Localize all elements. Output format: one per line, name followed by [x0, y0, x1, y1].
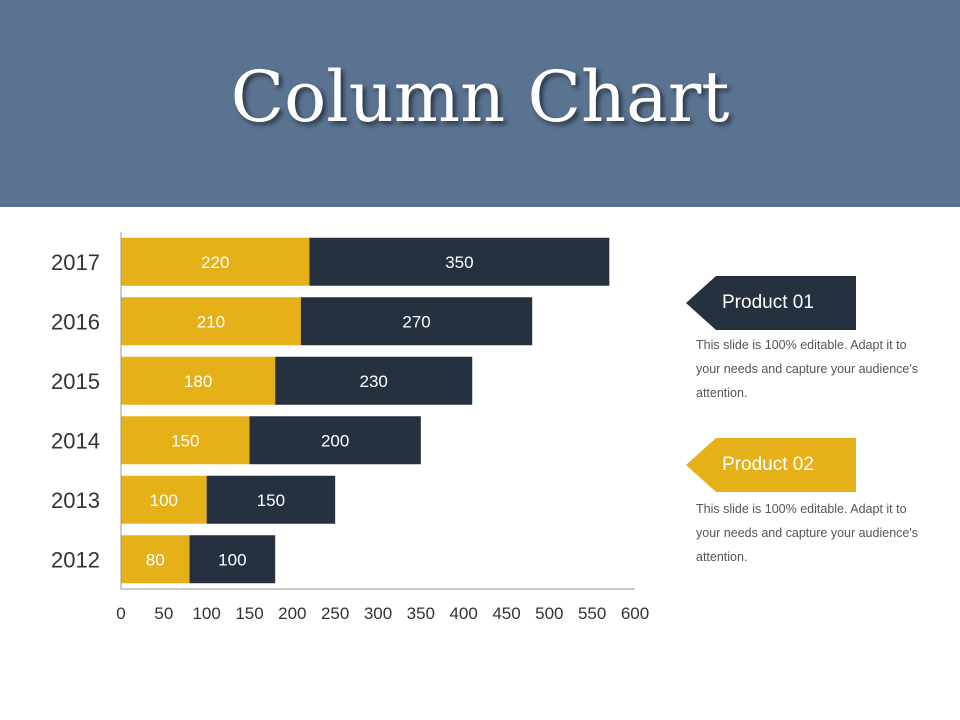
data-label-2014-series-2: 200 — [321, 431, 349, 450]
data-label-2016-series-2: 270 — [402, 312, 430, 331]
x-tick-label-150: 150 — [235, 604, 263, 623]
x-tick-label-300: 300 — [364, 604, 392, 623]
bar-2014-series-1 — [121, 416, 250, 465]
product-02-callout: Product 02 — [686, 438, 856, 492]
bar-2016-series-1 — [121, 297, 301, 346]
data-label-2015-series-2: 230 — [360, 372, 388, 391]
bar-2012-series-1 — [121, 535, 190, 584]
data-label-2012-series-2: 100 — [218, 550, 246, 569]
bar-2016-series-2 — [300, 297, 533, 346]
slide-title: Column Chart — [230, 56, 730, 138]
product-01-description: This slide is 100% editable. Adapt it to… — [696, 338, 918, 400]
category-label-2014: 2014 — [51, 428, 100, 453]
category-label-2012: 2012 — [51, 547, 100, 572]
data-label-2014-series-1: 150 — [171, 431, 199, 450]
product-02-description: This slide is 100% editable. Adapt it to… — [696, 502, 918, 564]
data-label-2012-series-1: 80 — [146, 550, 165, 569]
bar-2015-series-1 — [121, 356, 276, 405]
product-02-label: Product 02 — [722, 454, 814, 475]
data-label-2016-series-1: 210 — [197, 312, 225, 331]
category-label-2015: 2015 — [51, 369, 100, 394]
bar-2013-series-2 — [206, 475, 336, 524]
x-tick-label-600: 600 — [621, 604, 649, 623]
x-tick-label-50: 50 — [154, 604, 173, 623]
x-tick-label-450: 450 — [492, 604, 520, 623]
category-label-2013: 2013 — [51, 488, 100, 513]
x-tick-label-550: 550 — [578, 604, 606, 623]
data-label-2013-series-1: 100 — [150, 491, 178, 510]
bar-2017-series-2 — [309, 237, 610, 286]
bar-2015-series-2 — [275, 356, 473, 405]
data-label-2015-series-1: 180 — [184, 372, 212, 391]
x-tick-label-400: 400 — [449, 604, 477, 623]
data-label-2017-series-2: 350 — [445, 253, 473, 272]
product-01-label: Product 01 — [722, 292, 814, 313]
bar-2013-series-1 — [121, 475, 207, 524]
data-label-2017-series-1: 220 — [201, 253, 229, 272]
left-arrow-icon — [686, 276, 856, 330]
bar-2014-series-2 — [249, 416, 421, 465]
x-tick-label-100: 100 — [192, 604, 220, 623]
category-label-2016: 2016 — [51, 309, 100, 334]
product-01-callout: Product 01 — [686, 276, 856, 330]
x-tick-label-350: 350 — [407, 604, 435, 623]
bar-2017-series-1 — [121, 237, 310, 286]
x-tick-label-200: 200 — [278, 604, 306, 623]
left-arrow-icon — [686, 438, 856, 492]
x-tick-label-250: 250 — [321, 604, 349, 623]
category-label-2017: 2017 — [51, 250, 100, 275]
bar-2012-series-2 — [189, 535, 276, 584]
x-tick-label-0: 0 — [116, 604, 125, 623]
x-tick-label-500: 500 — [535, 604, 563, 623]
title-banner: Column Chart — [0, 0, 960, 207]
data-label-2013-series-2: 150 — [257, 491, 285, 510]
